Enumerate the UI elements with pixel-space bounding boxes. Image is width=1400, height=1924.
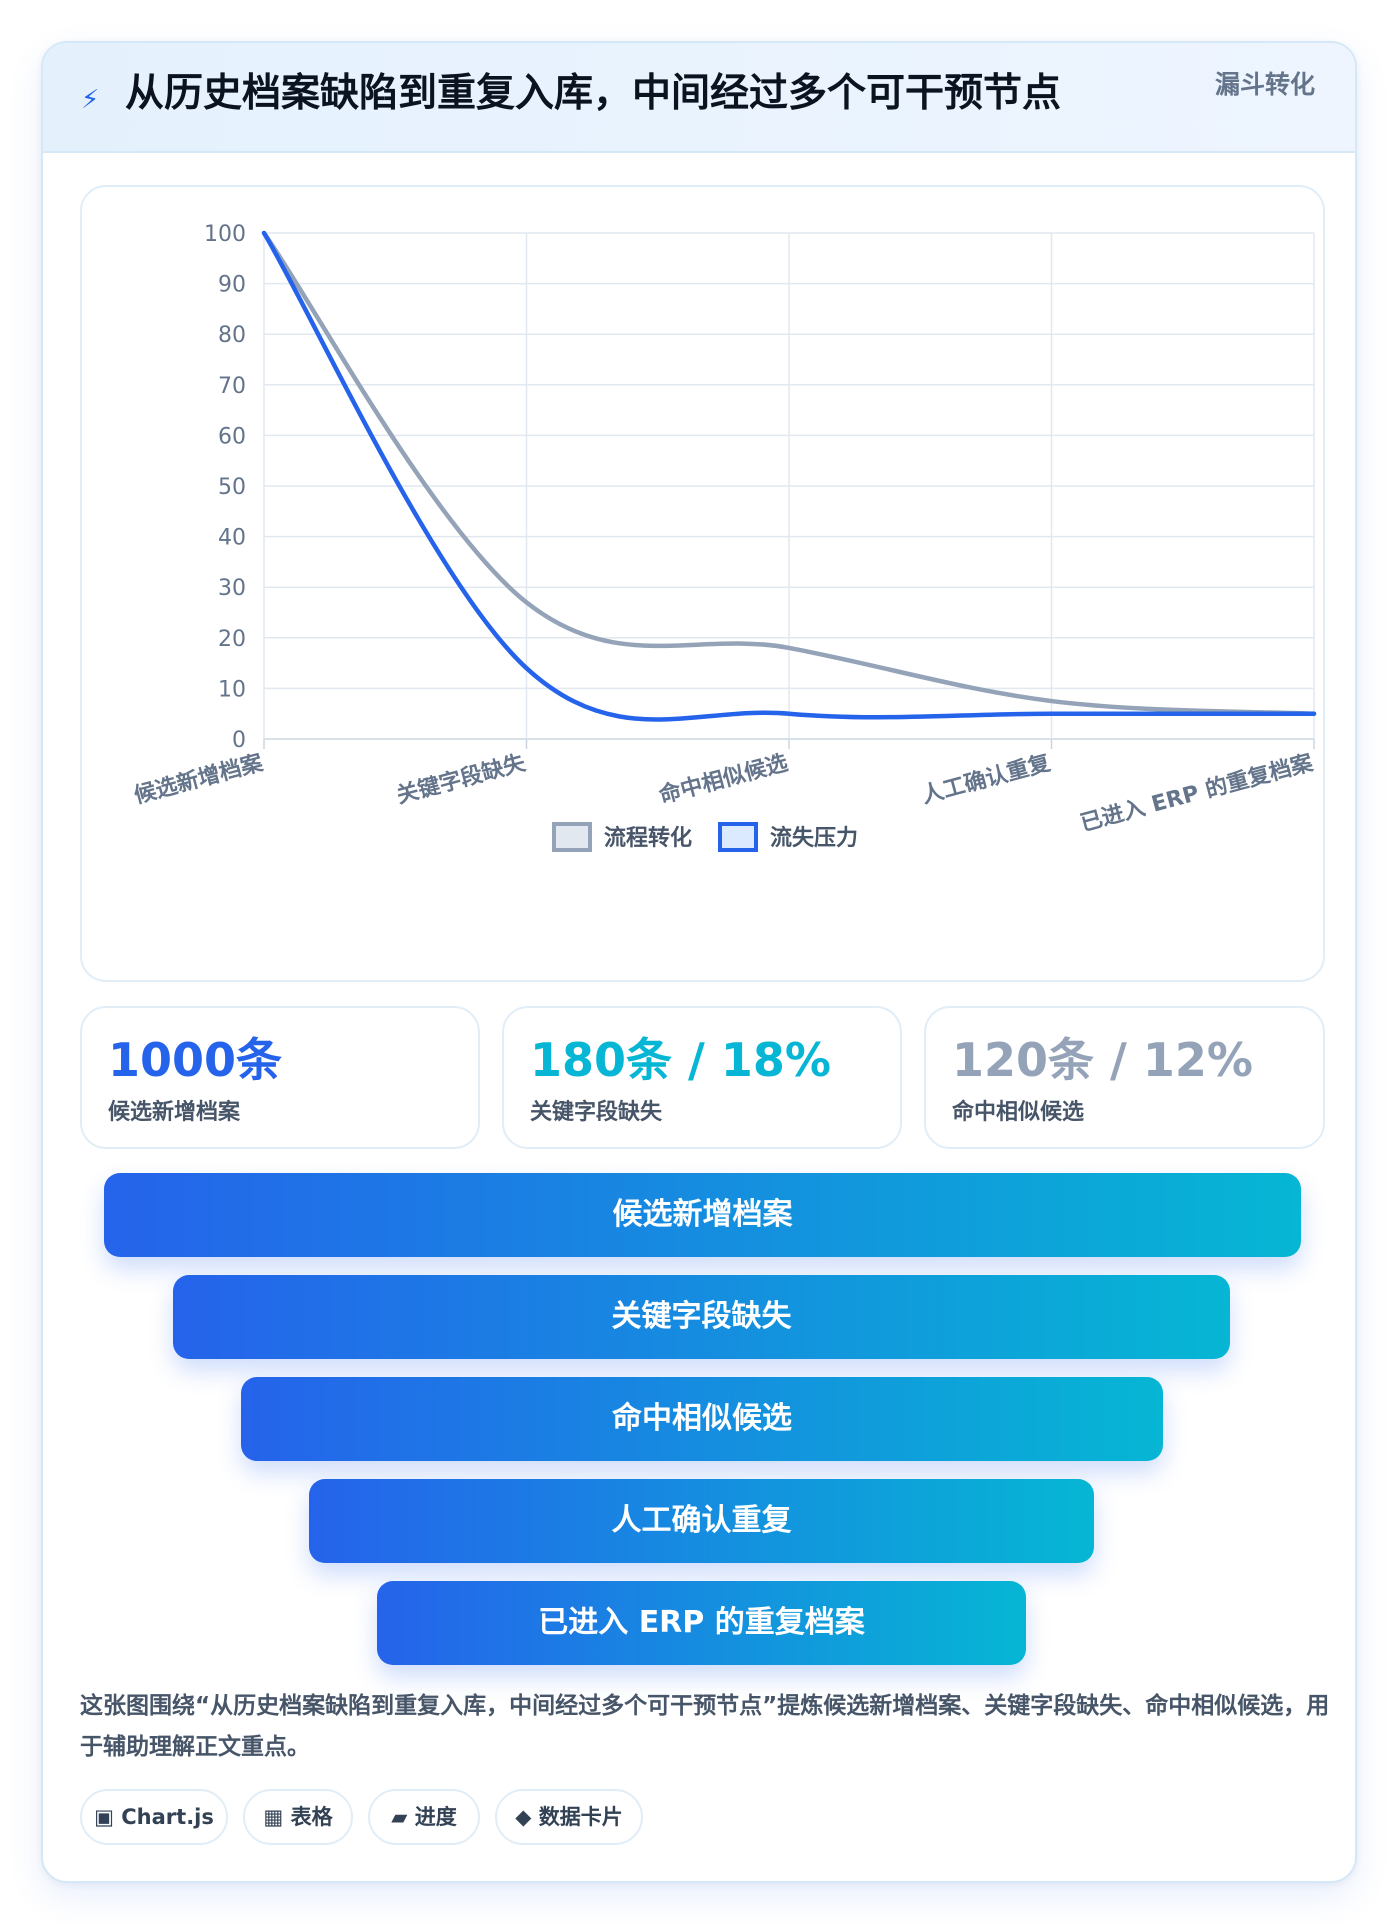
figure-description: 这张图围绕“从历史档案缺陷到重复入库，中间经过多个可干预节点”提炼候选新增档案、…	[80, 1693, 1330, 1760]
legend-swatch[interactable]	[718, 822, 758, 852]
page-title: 从历史档案缺陷到重复入库，中间经过多个可干预节点	[125, 71, 1062, 116]
data-point	[1049, 711, 1054, 716]
chip-label: Chart.js	[121, 1805, 214, 1829]
lightning-bolt-icon: ⚡	[81, 85, 100, 115]
data-point	[524, 600, 529, 605]
x-tick-label: 命中相似候选	[656, 750, 790, 809]
chart-icon: ▣	[94, 1805, 114, 1829]
chip-label: 数据卡片	[538, 1805, 623, 1829]
data-point	[1049, 699, 1054, 704]
data-point	[524, 666, 529, 671]
y-tick-label: 80	[218, 323, 246, 348]
funnel-stage-5: 已进入 ERP 的重复档案	[377, 1581, 1026, 1665]
x-tick-label: 已进入 ERP 的重复档案	[1078, 749, 1317, 836]
funnel-stage-4: 人工确认重复	[309, 1479, 1094, 1563]
y-tick-label: 100	[204, 222, 246, 247]
series-line-1	[261, 230, 1317, 716]
stat-card-3: 120条 / 12% 命中相似候选	[924, 1006, 1325, 1149]
chip-label: 进度	[414, 1805, 457, 1829]
stat-value: 1000条	[108, 1033, 283, 1087]
data-point	[787, 645, 791, 650]
funnel-stage-2: 关键字段缺失	[173, 1275, 1230, 1359]
x-tick-label: 候选新增档案	[131, 749, 266, 809]
progress-icon: ▰	[391, 1805, 408, 1829]
line-chart-panel: 0 10 20 30 40 50 60 70 80 90 100 候选新增档案 关键字段缺失 命中相似候…	[80, 185, 1325, 982]
stat-label: 命中相似候选	[952, 1100, 1085, 1125]
funnel-stage-3: 命中相似候选	[241, 1377, 1163, 1461]
y-tick-label: 20	[218, 627, 246, 652]
chip-label: 表格	[290, 1805, 333, 1829]
stat-label: 关键字段缺失	[530, 1100, 663, 1125]
data-point	[787, 711, 791, 716]
table-icon: ▦	[263, 1805, 284, 1829]
y-tick-label: 40	[218, 526, 246, 551]
line-chart: 0 10 20 30 40 50 60 70 80 90 100 候选新增档案 关键字段缺失 命中相似候…	[131, 222, 1317, 852]
x-tick-label: 关键字段缺失	[394, 749, 529, 809]
figure-card: ⚡ 从历史档案缺陷到重复入库，中间经过多个可干预节点 漏斗转化 0 10 20 30 4…	[41, 41, 1357, 1883]
stat-card-1: 1000条 候选新增档案	[80, 1006, 480, 1149]
x-tick-label: 人工确认重复	[919, 749, 1054, 809]
legend-label[interactable]: 流程转化	[604, 825, 692, 851]
data-point	[1312, 711, 1316, 716]
y-tick-label: 60	[218, 424, 246, 449]
y-tick-label: 10	[218, 677, 246, 702]
funnel-stage-1: 候选新增档案	[104, 1173, 1301, 1257]
legend-label[interactable]: 流失压力	[770, 825, 858, 851]
y-tick-label: 90	[218, 273, 246, 298]
chip-data-card[interactable]: ◆ 数据卡片	[495, 1789, 643, 1845]
chip-chartjs[interactable]: ▣ Chart.js	[80, 1789, 228, 1845]
data-point	[262, 231, 266, 235]
chip-table[interactable]: ▦ 表格	[243, 1789, 353, 1845]
y-tick-label: 50	[218, 475, 246, 500]
stat-label: 候选新增档案	[108, 1100, 241, 1125]
chart-type-tag: 漏斗转化	[1214, 70, 1315, 99]
stat-value: 180条 / 18%	[530, 1033, 831, 1087]
series-line-2	[261, 230, 1317, 722]
y-tick-label: 30	[218, 576, 246, 601]
card-header: ⚡ 从历史档案缺陷到重复入库，中间经过多个可干预节点 漏斗转化	[43, 43, 1355, 153]
diamond-icon: ◆	[515, 1805, 532, 1829]
stat-value: 120条 / 12%	[952, 1033, 1253, 1087]
stat-card-2: 180条 / 18% 关键字段缺失	[502, 1006, 902, 1149]
chip-progress[interactable]: ▰ 进度	[368, 1789, 480, 1845]
legend-swatch[interactable]	[552, 822, 592, 852]
y-tick-label: 0	[232, 728, 246, 753]
y-tick-label: 70	[218, 374, 246, 399]
